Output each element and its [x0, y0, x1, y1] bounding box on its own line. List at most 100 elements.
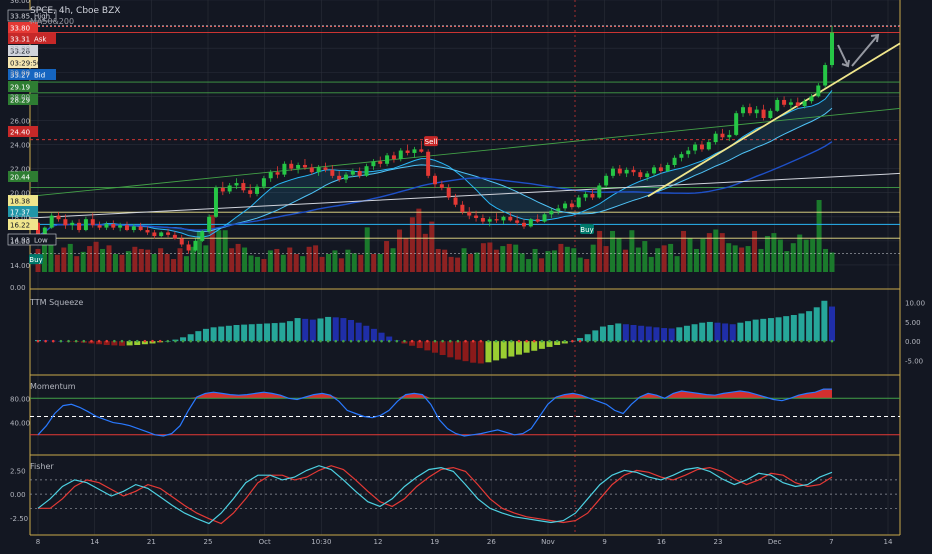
candle-body[interactable] — [207, 216, 212, 232]
candle-body[interactable] — [521, 222, 526, 227]
candle-body[interactable] — [713, 133, 718, 143]
candle-body[interactable] — [747, 107, 752, 114]
candle-body[interactable] — [63, 219, 68, 226]
candle-body[interactable] — [727, 134, 732, 138]
candle-body[interactable] — [309, 167, 314, 173]
candle-body[interactable] — [638, 172, 643, 178]
candle-body[interactable] — [83, 219, 88, 231]
candle-body[interactable] — [535, 219, 540, 222]
candle-body[interactable] — [720, 133, 725, 138]
candle-body[interactable] — [679, 154, 684, 158]
candle-body[interactable] — [159, 232, 164, 237]
candle-body[interactable] — [145, 230, 150, 233]
candle-body[interactable] — [391, 155, 396, 159]
candle-body[interactable] — [795, 102, 800, 106]
candle-body[interactable] — [152, 232, 157, 237]
candle-body[interactable] — [672, 157, 677, 165]
candle-body[interactable] — [261, 178, 266, 187]
candle-body[interactable] — [330, 169, 335, 176]
candle-body[interactable] — [268, 172, 273, 179]
candle-body[interactable] — [741, 107, 746, 114]
candle-body[interactable] — [652, 167, 657, 174]
candle-body[interactable] — [597, 185, 602, 198]
candle-body[interactable] — [227, 185, 232, 192]
candle-body[interactable] — [405, 150, 410, 153]
candle-body[interactable] — [344, 174, 349, 180]
candle-body[interactable] — [610, 168, 615, 176]
candle-body[interactable] — [693, 144, 698, 151]
candle-body[interactable] — [49, 215, 54, 228]
candle-body[interactable] — [289, 163, 294, 169]
candle-body[interactable] — [172, 234, 177, 239]
candle-body[interactable] — [467, 211, 472, 216]
candle-body[interactable] — [412, 149, 417, 153]
candle-body[interactable] — [350, 171, 355, 175]
candle-body[interactable] — [556, 208, 561, 211]
candle-body[interactable] — [90, 219, 95, 226]
candle-body[interactable] — [549, 210, 554, 215]
candle-body[interactable] — [275, 172, 280, 175]
candle-body[interactable] — [706, 142, 711, 150]
candle-body[interactable] — [474, 215, 479, 218]
candle-body[interactable] — [398, 150, 403, 159]
candle-body[interactable] — [734, 113, 739, 135]
candle-body[interactable] — [248, 190, 253, 194]
candle-body[interactable] — [234, 183, 239, 186]
candle-body[interactable] — [371, 161, 376, 167]
momentum-pane[interactable] — [30, 388, 900, 437]
candle-body[interactable] — [419, 149, 424, 152]
candle-body[interactable] — [255, 186, 260, 194]
candle-body[interactable] — [788, 102, 793, 105]
candle-body[interactable] — [111, 224, 116, 228]
candle-body[interactable] — [323, 167, 328, 170]
price-pane[interactable]: Sell Buy Buy — [29, 25, 901, 272]
candle-body[interactable] — [433, 175, 437, 185]
candle-body[interactable] — [542, 214, 547, 222]
candle-body[interactable] — [357, 171, 362, 176]
candle-body[interactable] — [138, 226, 143, 231]
candle-body[interactable] — [453, 197, 458, 205]
candle-body[interactable] — [563, 203, 568, 209]
candle-body[interactable] — [830, 32, 834, 66]
candle-body[interactable] — [213, 187, 218, 217]
candle-body[interactable] — [645, 173, 650, 178]
candle-body[interactable] — [282, 163, 287, 175]
candle-body[interactable] — [302, 164, 307, 168]
candle-body[interactable] — [624, 169, 629, 174]
candle-body[interactable] — [631, 169, 636, 173]
candle-body[interactable] — [316, 167, 321, 173]
fisher-pane[interactable] — [30, 465, 900, 525]
candle-body[interactable] — [385, 155, 390, 164]
candle-body[interactable] — [604, 175, 609, 186]
candle-body[interactable] — [186, 244, 191, 251]
candle-body[interactable] — [569, 203, 574, 208]
candle-body[interactable] — [494, 219, 499, 221]
candle-body[interactable] — [699, 144, 704, 150]
candle-body[interactable] — [665, 164, 670, 172]
candle-body[interactable] — [823, 65, 828, 86]
candle-body[interactable] — [200, 231, 205, 241]
candle-body[interactable] — [124, 225, 129, 231]
candle-body[interactable] — [364, 166, 369, 176]
candle-body[interactable] — [193, 240, 198, 251]
candle-body[interactable] — [576, 197, 581, 208]
candle-body[interactable] — [104, 224, 109, 228]
candle-body[interactable] — [658, 167, 663, 172]
candle-body[interactable] — [686, 150, 691, 155]
candle-body[interactable] — [118, 225, 123, 228]
candle-body[interactable] — [446, 187, 451, 198]
candle-body[interactable] — [70, 222, 75, 226]
candle-body[interactable] — [508, 216, 513, 221]
candle-body[interactable] — [528, 219, 533, 227]
candle-body[interactable] — [220, 187, 225, 192]
candle-body[interactable] — [775, 99, 780, 111]
candle-body[interactable] — [166, 232, 171, 235]
candle-body[interactable] — [487, 219, 492, 222]
candle-body[interactable] — [480, 217, 485, 222]
candle-body[interactable] — [754, 109, 759, 114]
candle-body[interactable] — [617, 168, 622, 174]
candle-body[interactable] — [42, 227, 47, 237]
candle-body[interactable] — [809, 96, 814, 102]
